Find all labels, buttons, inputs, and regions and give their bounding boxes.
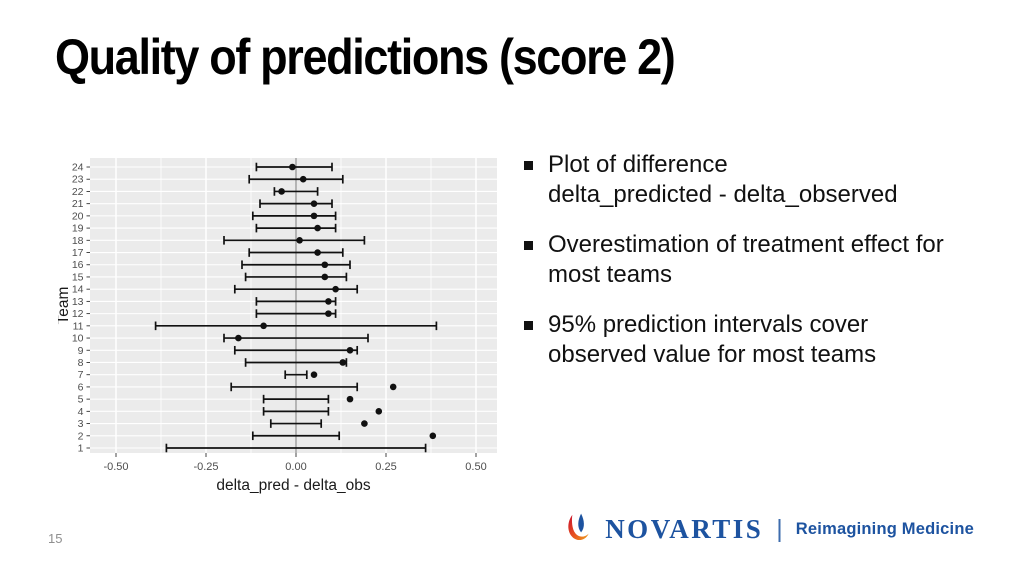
y-tick-label: 10 bbox=[72, 333, 84, 345]
bullet-item: Plot of difference delta_predicted - del… bbox=[524, 150, 1004, 210]
y-tick-label: 19 bbox=[72, 223, 84, 235]
bullet-square-icon bbox=[524, 321, 533, 330]
y-tick-label: 14 bbox=[72, 284, 84, 296]
x-tick-label: 0.00 bbox=[285, 461, 306, 473]
interval-row-team-16 bbox=[241, 260, 351, 270]
y-tick-label: 17 bbox=[72, 247, 84, 259]
interval-row-team-24 bbox=[255, 162, 333, 172]
interval-row-team-23 bbox=[248, 174, 344, 184]
interval-row-team-8 bbox=[244, 358, 348, 367]
novartis-logo: NOVARTIS | Reimagining Medicine bbox=[564, 511, 974, 547]
y-tick-label: 5 bbox=[78, 394, 84, 406]
y-tick-label: 23 bbox=[72, 174, 84, 186]
y-tick-label: 6 bbox=[78, 381, 84, 393]
y-tick-label: 8 bbox=[78, 357, 84, 369]
x-axis-title: delta_pred - delta_obs bbox=[216, 477, 371, 494]
novartis-wordmark: NOVARTIS bbox=[605, 513, 764, 544]
y-tick-label: 21 bbox=[72, 198, 84, 210]
interval-row-team-17 bbox=[248, 248, 344, 257]
interval-row-team-15 bbox=[244, 272, 348, 282]
forest-plot: 123456789101112131415161718192021222324-… bbox=[55, 158, 497, 494]
interval-row-team-14 bbox=[233, 284, 359, 294]
interval-row-team-11 bbox=[154, 321, 438, 331]
y-tick-label: 11 bbox=[73, 320, 84, 332]
y-tick-label: 15 bbox=[72, 271, 84, 283]
logo-separator: | bbox=[776, 514, 783, 543]
bullet-text: Plot of difference delta_predicted - del… bbox=[548, 151, 898, 208]
y-tick-label: 2 bbox=[78, 430, 84, 442]
interval-row-team-9 bbox=[233, 345, 359, 355]
y-tick-label: 16 bbox=[72, 259, 84, 271]
y-axis-title: Team bbox=[58, 287, 72, 325]
y-tick-label: 24 bbox=[72, 162, 84, 174]
novartis-tagline: Reimagining Medicine bbox=[795, 519, 974, 538]
page-number: 15 bbox=[48, 531, 63, 546]
interval-row-team-13 bbox=[255, 297, 337, 306]
forest-plot-container: 1 2 3 4 5 6 7 8 9 10 11 12 13 14 15 16 17 18 19 20 21 22 23 24-… bbox=[55, 148, 503, 500]
interval-row-team-21 bbox=[259, 199, 333, 208]
interval-row-team-1 bbox=[165, 443, 427, 453]
interval-row-team-2 bbox=[251, 431, 437, 441]
interval-row-team-5 bbox=[262, 394, 354, 404]
interval-row-team-18 bbox=[223, 236, 366, 245]
bullet-text: Overestimation of treatment effect for m… bbox=[548, 231, 944, 288]
bullet-square-icon bbox=[524, 241, 533, 250]
y-tick-label: 9 bbox=[78, 345, 84, 357]
y-tick-label: 13 bbox=[72, 296, 84, 308]
x-tick-label: 0.50 bbox=[465, 461, 486, 473]
bullet-item: Overestimation of treatment effect for m… bbox=[524, 230, 1004, 290]
y-tick-label: 4 bbox=[78, 406, 84, 418]
y-tick-label: 12 bbox=[72, 308, 84, 320]
x-tick-label: -0.25 bbox=[193, 461, 218, 473]
bullet-list: Plot of difference delta_predicted - del… bbox=[524, 150, 1004, 390]
y-tick-label: 20 bbox=[72, 210, 84, 222]
interval-row-team-7 bbox=[284, 370, 318, 379]
interval-row-team-19 bbox=[255, 223, 337, 233]
interval-row-team-3 bbox=[269, 419, 368, 428]
bullet-square-icon bbox=[524, 161, 533, 170]
interval-row-team-10 bbox=[223, 333, 369, 343]
interval-row-team-6 bbox=[230, 382, 397, 392]
x-tick-label: -0.50 bbox=[103, 461, 128, 473]
y-tick-label: 3 bbox=[78, 418, 84, 430]
interval-row-team-12 bbox=[255, 309, 337, 318]
bullet-text: 95% prediction intervals cover observed … bbox=[548, 311, 877, 368]
interval-row-team-20 bbox=[251, 211, 337, 221]
x-tick-label: 0.25 bbox=[375, 461, 396, 473]
interval-row-team-22 bbox=[273, 187, 319, 196]
interval-row-team-4 bbox=[262, 407, 383, 416]
novartis-flame-icon bbox=[568, 513, 589, 541]
y-tick-label: 18 bbox=[72, 235, 84, 247]
y-tick-label: 22 bbox=[72, 186, 84, 198]
y-tick-label: 1 bbox=[78, 443, 84, 455]
slide-title: Quality of predictions (score 2) bbox=[55, 29, 676, 85]
plot-panel bbox=[90, 158, 497, 453]
y-tick-label: 7 bbox=[78, 369, 84, 381]
bullet-item: 95% prediction intervals cover observed … bbox=[524, 310, 1004, 370]
